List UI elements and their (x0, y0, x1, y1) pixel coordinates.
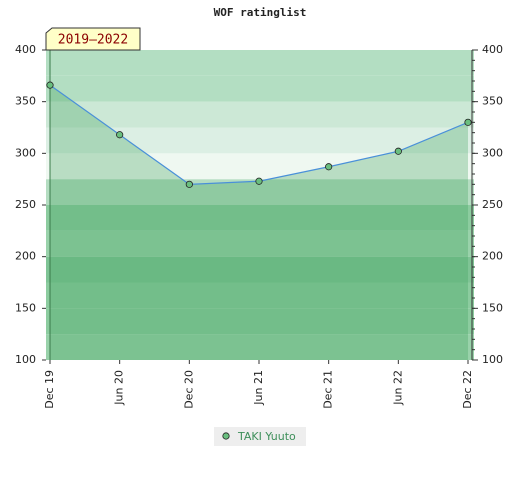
y2-tick-label: 100 (482, 353, 503, 366)
background-band (46, 256, 474, 283)
background-band (46, 230, 474, 257)
background-band (46, 205, 474, 231)
y-tick-label: 400 (15, 43, 36, 56)
point (464, 118, 472, 126)
plot-area (46, 50, 474, 360)
chart-title: WOF ratinglist (214, 6, 307, 19)
background-band (46, 101, 474, 128)
x-tick-label: Jun 20 (113, 370, 126, 406)
x-tick-label: Dec 22 (461, 370, 474, 409)
point (116, 131, 124, 139)
background-band (46, 50, 474, 76)
point (325, 163, 333, 171)
point (185, 180, 193, 188)
background-band (46, 282, 474, 309)
y-tick-label: 150 (15, 301, 36, 314)
legend-marker (222, 432, 230, 440)
y-tick-label: 200 (15, 250, 36, 263)
legend (214, 427, 306, 446)
y2-tick-label: 250 (482, 198, 503, 211)
x-tick-label: Jun 21 (252, 370, 265, 406)
y-tick-label: 350 (15, 95, 36, 108)
background-band (46, 334, 474, 360)
background-band (46, 75, 474, 102)
y2-tick-label: 300 (482, 146, 503, 159)
y2-tick-label: 150 (482, 301, 503, 314)
background-band (46, 308, 474, 335)
point (394, 147, 402, 155)
legend-label: TAKI Yuuto (237, 430, 296, 443)
x-tick-label: Dec 20 (182, 370, 195, 409)
area (50, 85, 468, 360)
point (255, 177, 263, 185)
y2-tick-label: 400 (482, 43, 503, 56)
annotation: 2019–2022 (58, 33, 128, 48)
x-tick-label: Dec 21 (322, 370, 335, 409)
y2-tick-label: 350 (482, 95, 503, 108)
point (46, 81, 54, 89)
x-tick-label: Jun 22 (391, 370, 404, 406)
y-tick-label: 300 (15, 146, 36, 159)
background-band (46, 153, 474, 180)
x-tick-label: Dec 19 (43, 370, 56, 409)
y-tick-label: 100 (15, 353, 36, 366)
y2-tick-label: 200 (482, 250, 503, 263)
y-tick-label: 250 (15, 198, 36, 211)
annotation-box (45, 27, 141, 51)
